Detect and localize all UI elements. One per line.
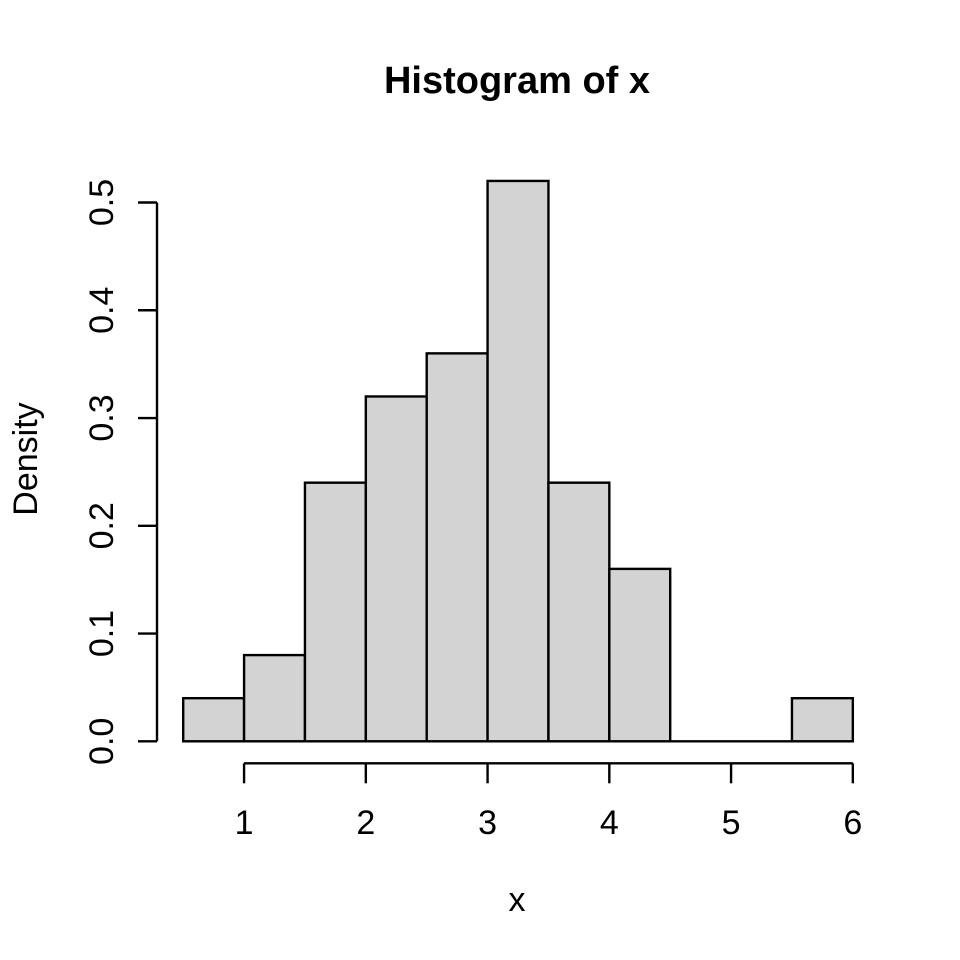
histogram-bar xyxy=(181,696,246,743)
axes: 0.0 0.1 0.2 0.3 0.4 0.5 1 2 3 4 5 6 xyxy=(83,179,862,842)
histogram-bar xyxy=(303,481,368,743)
histogram-bar xyxy=(425,352,489,743)
x-tick-label: 4 xyxy=(600,804,619,842)
histogram-bar xyxy=(486,179,550,743)
histogram-bar xyxy=(242,653,307,743)
y-tick-label: 0.1 xyxy=(83,610,121,657)
x-tick-label: 6 xyxy=(843,804,862,842)
x-axis-label: x xyxy=(509,881,526,919)
histogram-bar xyxy=(608,567,672,743)
y-tick-label: 0.5 xyxy=(83,179,121,226)
x-tick-label: 5 xyxy=(722,804,741,842)
y-axis-label: Density xyxy=(7,402,45,515)
x-tick-label: 1 xyxy=(235,804,254,842)
histogram-bar xyxy=(364,395,428,743)
histogram-bar xyxy=(790,696,855,743)
y-tick-label: 0.4 xyxy=(83,287,121,334)
histogram-bar xyxy=(547,481,611,743)
chart-title: Histogram of x xyxy=(384,60,650,102)
x-tick-label: 3 xyxy=(478,804,497,842)
y-tick-label: 0.0 xyxy=(83,718,121,765)
y-tick-label: 0.2 xyxy=(83,502,121,549)
histogram-bars xyxy=(181,179,855,743)
y-tick-label: 0.3 xyxy=(83,394,121,441)
x-tick-label: 2 xyxy=(356,804,375,842)
